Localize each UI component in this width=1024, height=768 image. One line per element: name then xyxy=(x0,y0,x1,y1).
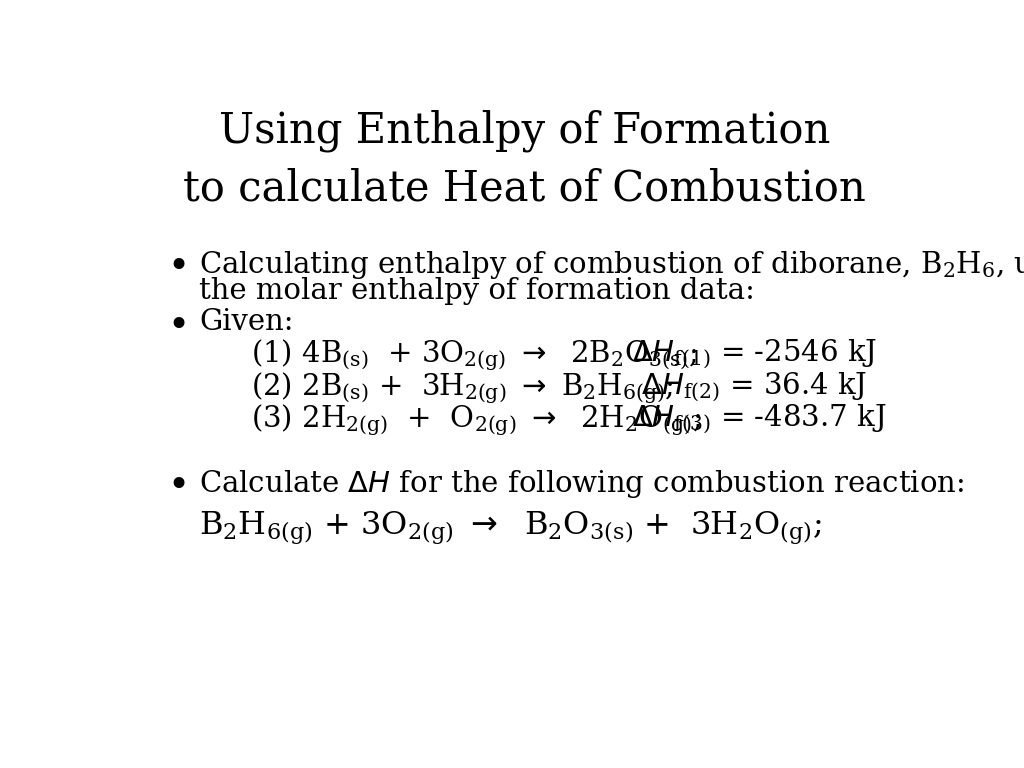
Text: (2) 2B$_{\mathregular{(s)}}$ +  3H$_{\mathregular{2(g)}}$ $\rightarrow$ B$_{\mat: (2) 2B$_{\mathregular{(s)}}$ + 3H$_{\mat… xyxy=(251,370,674,406)
Text: Given:: Given: xyxy=(200,308,294,336)
Text: •: • xyxy=(168,249,189,285)
Text: Calculating enthalpy of combustion of diborane, B$_{\mathregular{2}}$H$_{\mathre: Calculating enthalpy of combustion of di… xyxy=(200,249,1024,281)
Text: Using Enthalpy of Formation
to calculate Heat of Combustion: Using Enthalpy of Formation to calculate… xyxy=(183,110,866,209)
Text: $\Delta \mathit{H}_{\mathregular{f(2)}}$ = 36.4 kJ: $\Delta \mathit{H}_{\mathregular{f(2)}}$… xyxy=(632,370,867,404)
Text: •: • xyxy=(168,308,189,344)
Text: (3) 2H$_{\mathregular{2(g)}}$  +  O$_{\mathregular{2(g)}}$ $\rightarrow$  2H$_{\: (3) 2H$_{\mathregular{2(g)}}$ + O$_{\mat… xyxy=(251,402,701,439)
Text: B$_{\mathregular{2}}$H$_{\mathregular{6(g)}}$ + 3O$_{\mathregular{2(g)}}$ $\righ: B$_{\mathregular{2}}$H$_{\mathregular{6(… xyxy=(200,509,822,547)
Text: $\Delta \mathit{H}_{\mathregular{f(3)}}$ = -483.7 kJ: $\Delta \mathit{H}_{\mathregular{f(3)}}$… xyxy=(632,402,887,436)
Text: the molar enthalpy of formation data:: the molar enthalpy of formation data: xyxy=(200,277,756,305)
Text: Calculate $\Delta \mathit{H}$ for the following combustion reaction:: Calculate $\Delta \mathit{H}$ for the fo… xyxy=(200,468,965,500)
Text: (1) 4B$_{\mathregular{(s)}}$  + 3O$_{\mathregular{2(g)}}$ $\rightarrow$  2B$_{\m: (1) 4B$_{\mathregular{(s)}}$ + 3O$_{\mat… xyxy=(251,338,697,373)
Text: •: • xyxy=(168,468,189,504)
Text: $\Delta \mathit{H}_{\mathregular{f(1)}}$ = -2546 kJ: $\Delta \mathit{H}_{\mathregular{f(1)}}$… xyxy=(632,338,878,371)
